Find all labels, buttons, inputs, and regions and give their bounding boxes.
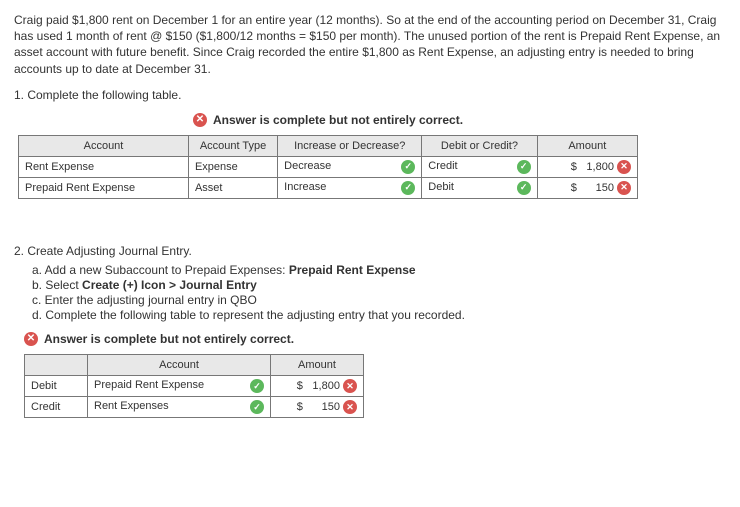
x-icon: ✕ — [343, 400, 357, 414]
t1-r1-incdec: Increase ✓ — [278, 177, 422, 198]
q2-steps: a. Add a new Subaccount to Prepaid Expen… — [14, 263, 726, 322]
status-bar-2: ✕ Answer is complete but not entirely co… — [24, 332, 364, 346]
t1-r1-amount: $ 150 ✕ — [537, 177, 637, 198]
x-icon: ✕ — [617, 181, 631, 195]
t2-r1-side: Credit — [25, 397, 88, 418]
t1-r0-incdec: Decrease ✓ — [278, 156, 422, 177]
table-row: Credit Rent Expenses ✓ $ 150 ✕ — [25, 397, 364, 418]
t2-r0-amount: $ 1,800 ✕ — [271, 376, 364, 397]
t1-r0-type: Expense — [188, 156, 277, 177]
t1-r0-amount: $ 1,800 ✕ — [537, 156, 637, 177]
t1-h-drcr: Debit or Credit? — [422, 135, 537, 156]
intro-text: Craig paid $1,800 rent on December 1 for… — [14, 12, 726, 77]
t2-h-amount: Amount — [271, 355, 364, 376]
check-icon: ✓ — [401, 181, 415, 195]
q2-step-b: b. Select Create (+) Icon > Journal Entr… — [32, 278, 726, 292]
x-icon: ✕ — [343, 379, 357, 393]
t1-r1-account: Prepaid Rent Expense — [19, 177, 189, 198]
status-text-2: Answer is complete but not entirely corr… — [44, 332, 294, 346]
check-icon: ✓ — [517, 160, 531, 174]
table-1: Account Account Type Increase or Decreas… — [18, 135, 638, 199]
table-row: Debit Prepaid Rent Expense ✓ $ 1,800 ✕ — [25, 376, 364, 397]
check-icon: ✓ — [401, 160, 415, 174]
t1-h-incdec: Increase or Decrease? — [278, 135, 422, 156]
t1-r1-type: Asset — [188, 177, 277, 198]
t1-r1-drcr: Debit ✓ — [422, 177, 537, 198]
q1-prompt: 1. Complete the following table. — [14, 87, 726, 103]
t2-h-blank — [25, 355, 88, 376]
t1-r0-drcr: Credit ✓ — [422, 156, 537, 177]
status-bar-1: ✕ Answer is complete but not entirely co… — [18, 113, 638, 127]
q2-step-d: d. Complete the following table to repre… — [32, 308, 726, 322]
t1-h-account: Account — [19, 135, 189, 156]
t1-h-type: Account Type — [188, 135, 277, 156]
status-x-icon: ✕ — [193, 113, 207, 127]
q2-step-c: c. Enter the adjusting journal entry in … — [32, 293, 726, 307]
t2-h-account: Account — [88, 355, 271, 376]
table-row: Prepaid Rent Expense Asset Increase ✓ De… — [19, 177, 638, 198]
t1-h-amount: Amount — [537, 135, 637, 156]
t2-r0-side: Debit — [25, 376, 88, 397]
check-icon: ✓ — [250, 379, 264, 393]
q2-prompt: 2. Create Adjusting Journal Entry. — [14, 243, 726, 259]
x-icon: ✕ — [617, 160, 631, 174]
t1-r0-account: Rent Expense — [19, 156, 189, 177]
t2-r1-amount: $ 150 ✕ — [271, 397, 364, 418]
status-x-icon: ✕ — [24, 332, 38, 346]
table-row: Rent Expense Expense Decrease ✓ Credit ✓… — [19, 156, 638, 177]
q2-step-a: a. Add a new Subaccount to Prepaid Expen… — [32, 263, 726, 277]
t2-r0-account: Prepaid Rent Expense ✓ — [88, 376, 271, 397]
check-icon: ✓ — [517, 181, 531, 195]
table-2: Account Amount Debit Prepaid Rent Expens… — [24, 354, 364, 418]
t2-r1-account: Rent Expenses ✓ — [88, 397, 271, 418]
status-text-1: Answer is complete but not entirely corr… — [213, 113, 463, 127]
check-icon: ✓ — [250, 400, 264, 414]
